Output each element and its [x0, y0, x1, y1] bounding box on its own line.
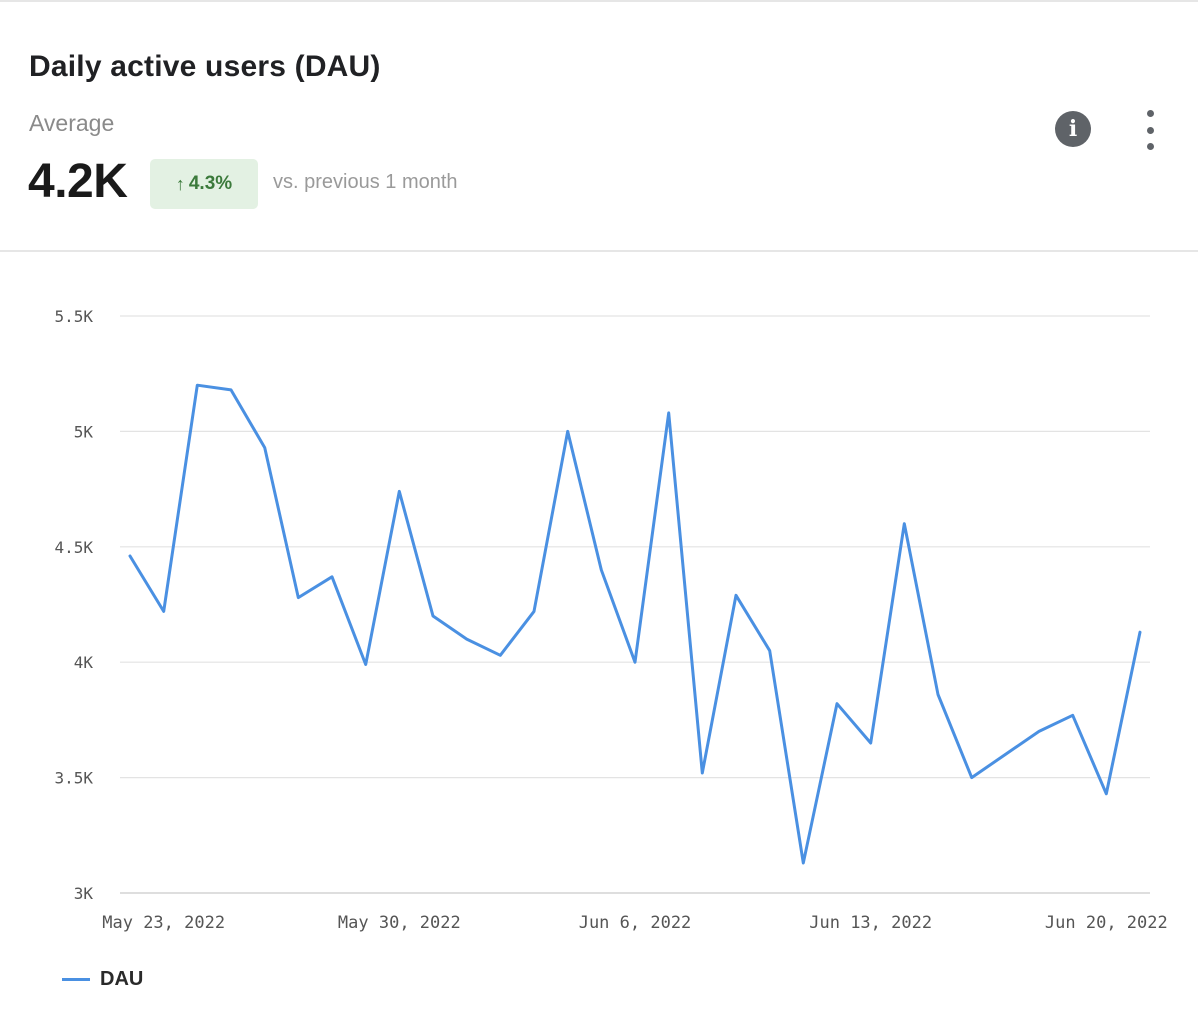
more-options-icon[interactable]: [1136, 110, 1164, 150]
series-layer: [124, 379, 1146, 869]
data-point[interactable]: [1100, 788, 1112, 800]
data-point[interactable]: [663, 407, 675, 419]
comparison-text: vs. previous 1 month: [273, 171, 458, 193]
y-tick-label: 4.5K: [54, 538, 93, 557]
data-point[interactable]: [562, 425, 574, 437]
data-point[interactable]: [292, 592, 304, 604]
data-point[interactable]: [629, 656, 641, 668]
chart-legend[interactable]: DAU: [62, 968, 143, 991]
data-point[interactable]: [427, 610, 439, 622]
y-tick-label: 5.5K: [54, 307, 93, 326]
data-point[interactable]: [1134, 626, 1146, 638]
data-point[interactable]: [461, 633, 473, 645]
data-point[interactable]: [932, 689, 944, 701]
data-point[interactable]: [1067, 709, 1079, 721]
data-point[interactable]: [898, 518, 910, 530]
data-point[interactable]: [158, 605, 170, 617]
card-header: Daily active users (DAU) Average 4.2K ↑ …: [0, 2, 1198, 252]
info-icon-glyph: i: [1068, 116, 1078, 142]
series-line-dau[interactable]: [128, 383, 1142, 865]
data-point[interactable]: [225, 384, 237, 396]
data-point[interactable]: [595, 564, 607, 576]
data-point[interactable]: [528, 605, 540, 617]
delta-badge: ↑ 4.3%: [150, 159, 258, 209]
data-point[interactable]: [326, 571, 338, 583]
y-tick-label: 4K: [74, 653, 94, 672]
data-point[interactable]: [259, 442, 271, 454]
data-point[interactable]: [764, 645, 776, 657]
data-point[interactable]: [730, 589, 742, 601]
info-icon[interactable]: i: [1055, 111, 1091, 147]
metric-value: 4.2K: [28, 155, 128, 208]
data-point[interactable]: [831, 698, 843, 710]
metric-label: Average: [29, 110, 115, 136]
x-tick-label: Jun 20, 2022: [1045, 913, 1168, 933]
y-tick-label: 5K: [74, 422, 94, 441]
x-tick-label: May 23, 2022: [102, 913, 225, 933]
more-dot: [1146, 126, 1154, 134]
legend-swatch-dau: [62, 978, 90, 981]
data-point[interactable]: [865, 737, 877, 749]
x-tick-label: May 30, 2022: [338, 913, 461, 933]
y-tick-label: 3.5K: [54, 769, 93, 788]
y-tick-label: 3K: [74, 884, 94, 903]
arrow-up-icon: ↑: [175, 173, 185, 194]
data-point[interactable]: [797, 857, 809, 869]
dau-line-chart: 3K 3.5K 4K 4.5K 5K 5.5K May 23, 2022 May 30, 2…: [54, 307, 1167, 933]
x-tick-label: Jun 6, 2022: [579, 913, 692, 933]
more-dot: [1146, 143, 1154, 150]
x-tick-label: Jun 13, 2022: [809, 913, 932, 933]
data-point[interactable]: [966, 772, 978, 784]
data-point[interactable]: [393, 485, 405, 497]
data-point[interactable]: [696, 767, 708, 779]
data-point[interactable]: [494, 649, 506, 661]
data-point[interactable]: [191, 379, 203, 391]
more-dot: [1146, 110, 1154, 117]
data-point[interactable]: [360, 659, 372, 671]
delta-value: 4.3%: [188, 173, 233, 194]
data-point[interactable]: [124, 550, 136, 562]
x-axis-ticks: May 23, 2022 May 30, 2022 Jun 6, 2022 Jun 1…: [102, 913, 1167, 933]
card-title: Daily active users (DAU): [29, 50, 381, 83]
y-axis-ticks: 3K 3.5K 4K 4.5K 5K 5.5K: [54, 307, 93, 903]
data-point[interactable]: [1033, 725, 1045, 737]
legend-label-dau: DAU: [100, 968, 144, 990]
gridlines: [120, 315, 1150, 894]
data-point[interactable]: [999, 749, 1011, 761]
